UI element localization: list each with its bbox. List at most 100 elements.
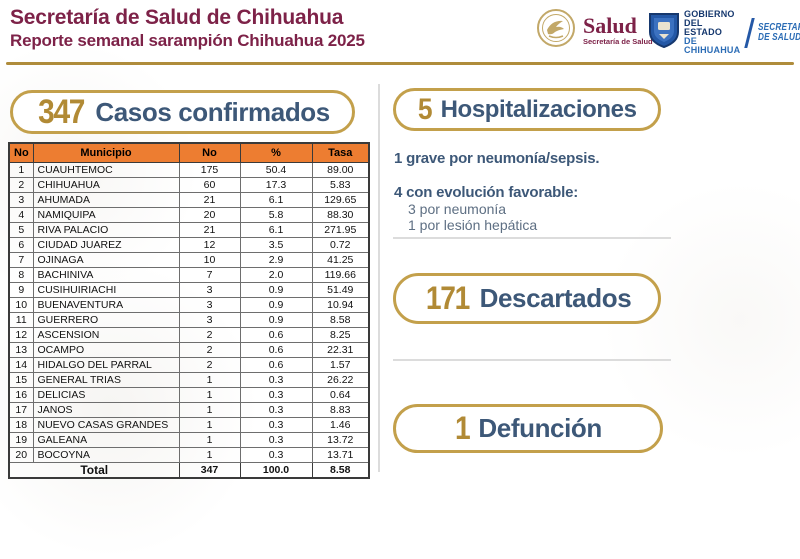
table-row: 4 NAMIQUIPA 20 5.8 88.30 [8, 206, 370, 223]
gov-logo-line3: DE CHIHUAHUA [684, 36, 741, 55]
table-cell: 8.25 [311, 326, 370, 343]
page-subtitle: Reporte semanal sarampión Chihuahua 2025 [10, 31, 365, 50]
table-cell: 2 [178, 341, 241, 358]
table-cell: HIDALGO DEL PARRAL [32, 356, 180, 373]
column-divider [378, 84, 380, 472]
header-divider [6, 62, 794, 65]
total-label-cell: Total [8, 461, 180, 478]
table-cell: 5 [8, 221, 34, 238]
table-cell: 60 [178, 176, 241, 193]
table-cell: 0.3 [239, 416, 313, 433]
table-cell: 0.64 [311, 386, 370, 403]
table-cell: 5.83 [311, 176, 370, 193]
table-cell: 0.6 [239, 341, 313, 358]
table-cell: 1.57 [311, 356, 370, 373]
table-cell: 13 [8, 341, 34, 358]
favorable-detail-pneumonia: 3 por neumonía [408, 201, 507, 217]
table-cell: 0.72 [311, 236, 370, 253]
table-cell: 12 [178, 236, 241, 253]
table-cell: 0.9 [239, 281, 313, 298]
table-cell: 0.3 [239, 431, 313, 448]
table-row: 17 JANOS 1 0.3 8.83 [8, 401, 370, 418]
table-row: 1 CUAUHTEMOC 175 50.4 89.00 [8, 161, 370, 178]
table-cell: CIUDAD JUAREZ [32, 236, 180, 253]
table-cell: 3 [8, 191, 34, 208]
table-cell: 6.1 [239, 191, 313, 208]
confirmed-label: Casos confirmados [95, 96, 330, 127]
table-cell: CUSIHUIRIACHI [32, 281, 180, 298]
state-shield-icon [648, 12, 680, 53]
table-row: 11 GUERRERO 3 0.9 8.58 [8, 311, 370, 328]
table-cell: 3 [178, 311, 241, 328]
discarded-count: 171 [425, 280, 470, 316]
total-pct-cell: 100.0 [239, 461, 313, 478]
page-title: Secretaría de Salud de Chihuahua [10, 6, 344, 29]
table-cell: NAMIQUIPA [32, 206, 180, 223]
table-cell: 175 [178, 161, 241, 178]
table-cell: DELICIAS [32, 386, 180, 403]
deaths-badge: 1 Defunción [393, 404, 663, 453]
table-cell: 41.25 [311, 251, 370, 268]
table-cell: GALEANA [32, 431, 180, 448]
table-cell: GUERRERO [32, 311, 180, 328]
gov-logo-line2: DEL ESTADO [684, 18, 723, 37]
hospitalization-notes: 1 grave por neumonía/sepsis. 4 con evolu… [394, 150, 694, 233]
table-cell: 11 [8, 311, 34, 328]
table-cell: 129.65 [311, 191, 370, 208]
table-cell: 7 [178, 266, 241, 283]
table-cell: 15 [8, 371, 34, 388]
table-cell: 0.9 [239, 296, 313, 313]
table-cell: 3.5 [239, 236, 313, 253]
table-cell: 0.6 [239, 326, 313, 343]
table-cell: 10 [178, 251, 241, 268]
table-cell: 14 [8, 356, 34, 373]
table-row: 6 CIUDAD JUAREZ 12 3.5 0.72 [8, 236, 370, 253]
table-cell: 1 [178, 416, 241, 433]
table-header-cell: No [178, 142, 241, 163]
table-cell: BUENAVENTURA [32, 296, 180, 313]
table-row: 19 GALEANA 1 0.3 13.72 [8, 431, 370, 448]
hospitalizations-badge: 5 Hospitalizaciones [393, 88, 661, 131]
table-cell: 6.1 [239, 221, 313, 238]
table-row: 13 OCAMPO 2 0.6 22.31 [8, 341, 370, 358]
table-cell: 12 [8, 326, 34, 343]
table-cell: 0.3 [239, 446, 313, 463]
table-cell: 19 [8, 431, 34, 448]
table-cell: 1 [8, 161, 34, 178]
table-cell: OCAMPO [32, 341, 180, 358]
table-cell: 0.6 [239, 356, 313, 373]
table-cell: JANOS [32, 401, 180, 418]
table-cell: 1 [178, 371, 241, 388]
table-cell: 2 [178, 356, 241, 373]
table-row: 7 OJINAGA 10 2.9 41.25 [8, 251, 370, 268]
table-cell: 6 [8, 236, 34, 253]
table-cell: 8.83 [311, 401, 370, 418]
table-cell: 8 [8, 266, 34, 283]
table-cell: 21 [178, 221, 241, 238]
table-cell: NUEVO CASAS GRANDES [32, 416, 180, 433]
table-cell: 22.31 [311, 341, 370, 358]
favorable-detail-hepatic: 1 por lesión hepática [408, 217, 538, 233]
table-row: 20 BOCOYNA 1 0.3 13.71 [8, 446, 370, 463]
total-tasa-cell: 8.58 [311, 461, 370, 478]
table-cell: 5.8 [239, 206, 313, 223]
table-header-cell: Municipio [32, 142, 180, 163]
table-cell: 10.94 [311, 296, 370, 313]
confirmed-count: 347 [38, 92, 85, 131]
table-cell: ASCENSION [32, 326, 180, 343]
table-cell: AHUMADA [32, 191, 180, 208]
table-cell: OJINAGA [32, 251, 180, 268]
table-cell: 20 [8, 446, 34, 463]
table-cell: CHIHUAHUA [32, 176, 180, 193]
table-cell: 0.3 [239, 371, 313, 388]
salud-logo-wordmark: Salud [583, 12, 637, 38]
confirmed-cases-badge: 347 Casos confirmados [10, 90, 355, 134]
table-row: 14 HIDALGO DEL PARRAL 2 0.6 1.57 [8, 356, 370, 373]
table-cell: 0.3 [239, 386, 313, 403]
table-total-row: Total 347 100.0 8.58 [8, 461, 370, 478]
table-header-cell: No [8, 142, 34, 163]
municipality-cases-table: No Municipio No% Tasa 1 CUAUHTEMOC 175 50.4 89.… [8, 142, 370, 479]
table-cell: 21 [178, 191, 241, 208]
table-cell: 1.46 [311, 416, 370, 433]
table-cell: 7 [8, 251, 34, 268]
